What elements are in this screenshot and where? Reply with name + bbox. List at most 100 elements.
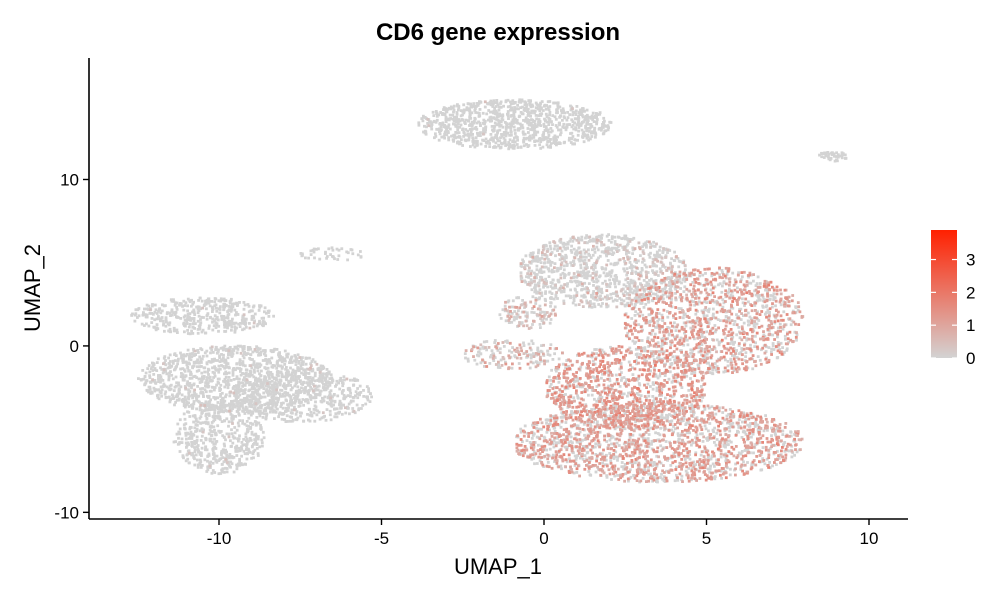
cell-point	[626, 335, 630, 339]
cell-point	[589, 125, 593, 129]
cell-point	[524, 107, 528, 110]
cell-point	[209, 398, 212, 402]
cell-point	[443, 131, 447, 134]
cell-point	[447, 123, 451, 127]
cell-point	[302, 368, 306, 372]
cell-point	[211, 310, 214, 313]
cell-point	[497, 114, 501, 118]
cell-point	[192, 319, 196, 323]
cell-point	[457, 131, 461, 135]
cell-point	[169, 314, 172, 317]
cell-point	[473, 119, 476, 123]
cell-point	[490, 110, 494, 114]
cell-point	[647, 345, 651, 348]
cell-point	[669, 282, 673, 286]
cell-point	[349, 400, 353, 404]
cell-point	[482, 127, 485, 130]
cell-point	[244, 321, 248, 325]
cell-point	[583, 287, 587, 291]
cell-point	[262, 352, 266, 356]
cell-point	[695, 294, 698, 298]
cell-point	[248, 405, 252, 408]
cell-point	[765, 280, 768, 283]
cell-point	[209, 466, 212, 469]
cell-point	[233, 389, 237, 393]
cell-point	[305, 398, 308, 401]
cell-point	[573, 121, 576, 125]
cell-point	[241, 443, 245, 447]
cell-point	[452, 139, 455, 143]
cell-point	[245, 398, 249, 401]
cell-point	[306, 413, 309, 416]
cell-point	[245, 442, 249, 446]
cell-point	[555, 111, 558, 115]
cell-point	[308, 413, 312, 417]
cell-point	[337, 381, 341, 385]
cell-point	[260, 369, 263, 373]
cell-point	[535, 264, 539, 268]
cell-point	[321, 372, 325, 376]
cell-point	[241, 354, 245, 358]
cell-point	[651, 299, 655, 303]
cell-point	[714, 330, 717, 334]
cell-point	[335, 407, 339, 411]
cell-point	[197, 314, 201, 318]
cell-point	[446, 108, 450, 111]
cell-point	[329, 253, 332, 256]
cell-point	[212, 457, 215, 461]
cell-point	[633, 297, 637, 300]
cell-point	[251, 452, 255, 456]
cell-point	[506, 114, 510, 118]
cell-point	[556, 103, 560, 107]
cell-point	[581, 120, 584, 124]
cell-point	[559, 273, 563, 277]
cell-point	[570, 251, 574, 254]
cell-point	[196, 458, 199, 462]
cell-point	[182, 299, 186, 303]
cell-point	[456, 104, 459, 108]
cell-point	[206, 422, 210, 426]
cell-point	[330, 404, 334, 407]
cell-point	[238, 358, 242, 362]
cell-point	[713, 285, 717, 289]
cell-point	[198, 453, 202, 456]
cell-point	[657, 312, 661, 315]
cell-point	[472, 141, 475, 145]
cell-point	[595, 245, 599, 249]
cell-point	[631, 246, 635, 250]
cell-point	[239, 367, 243, 371]
cell-point	[215, 348, 219, 352]
cell-point	[537, 118, 541, 121]
cell-point	[575, 253, 579, 257]
cell-point	[595, 120, 599, 124]
cell-point	[249, 370, 253, 374]
cell-point	[558, 141, 561, 145]
cell-point	[258, 362, 262, 366]
cell-point	[502, 133, 506, 137]
cell-point	[201, 421, 205, 425]
cell-point	[563, 259, 566, 263]
cell-point	[325, 255, 329, 258]
cell-point	[317, 379, 320, 382]
cell-point	[157, 374, 160, 377]
cell-point	[601, 302, 604, 305]
cell-point	[623, 234, 627, 238]
cell-point	[265, 413, 268, 417]
cell-point	[186, 312, 190, 316]
cell-point	[661, 350, 665, 354]
chart-title: CD6 gene expression	[376, 19, 620, 46]
cell-point	[753, 289, 756, 293]
cell-point	[227, 353, 230, 356]
cell-point	[195, 407, 198, 411]
cell-point	[200, 408, 203, 412]
cell-point	[189, 370, 193, 374]
cell-point	[172, 326, 176, 330]
cell-point	[188, 322, 192, 326]
cell-point	[649, 333, 653, 336]
cell-point	[175, 398, 179, 402]
cell-point	[755, 282, 759, 285]
cell-point	[489, 115, 493, 119]
cell-point	[251, 350, 255, 354]
cell-point	[645, 265, 648, 269]
cell-point	[680, 281, 683, 285]
